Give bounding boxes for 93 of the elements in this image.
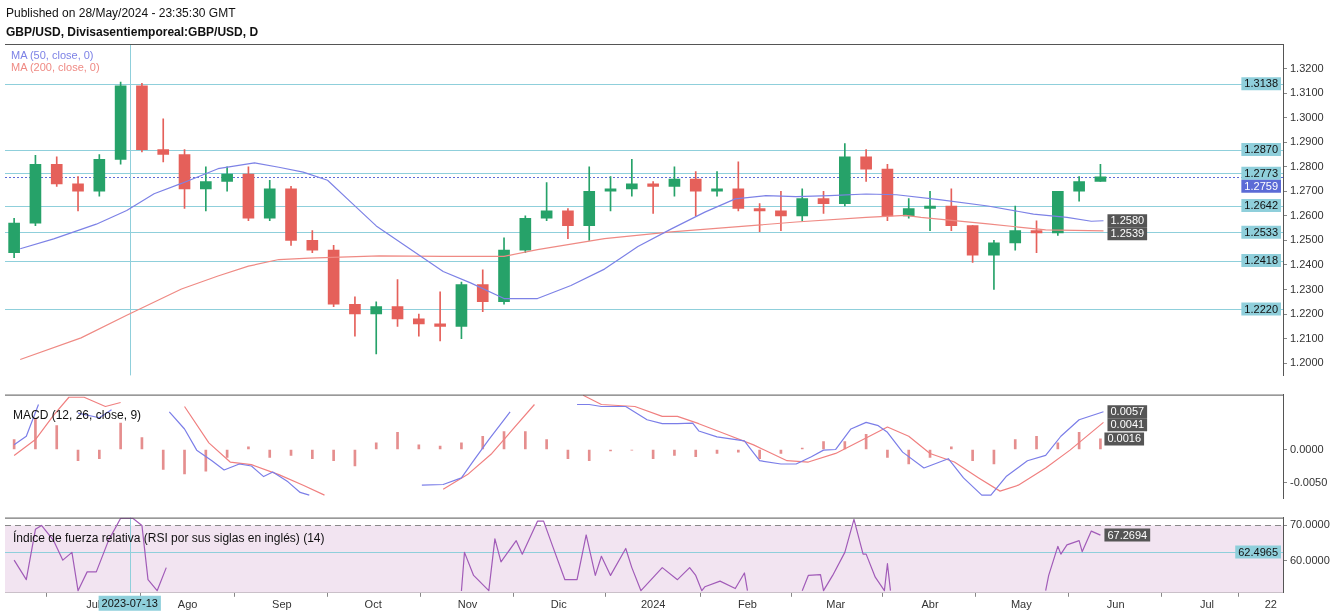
- bar: [332, 449, 335, 462]
- bar: [55, 425, 59, 450]
- y-tick-label: 0.0000: [1290, 442, 1324, 455]
- bar: [396, 431, 399, 450]
- bar: [1013, 439, 1017, 450]
- candlestick: [711, 171, 723, 197]
- y-tick-label: 1.2100: [1290, 331, 1324, 344]
- bar: [417, 444, 421, 450]
- x-tick-label: Jul: [1199, 598, 1214, 611]
- x-tick-label: Feb: [737, 598, 757, 611]
- y-tick-label: 1.3100: [1290, 86, 1324, 99]
- bar: [524, 431, 527, 450]
- y-tick-label: -0.0050: [1290, 475, 1328, 488]
- x-tick-label: Jun: [1106, 598, 1125, 611]
- text: MA (200, close, 0): [11, 61, 100, 74]
- bar: [481, 435, 485, 450]
- x-tick-label: 2024: [640, 598, 666, 611]
- text: MACD (12, 26, close, 9): [13, 407, 142, 422]
- candlestick: [370, 301, 383, 355]
- bar: [758, 449, 761, 460]
- candlestick: [434, 291, 446, 342]
- candlestick: [988, 240, 1000, 290]
- annotation: 67.2694: [1107, 528, 1148, 541]
- y-tick-label: 1.2500: [1290, 233, 1324, 246]
- bar: [587, 449, 591, 462]
- x-tick-label: 22: [1264, 598, 1277, 611]
- annotation: 1.2580: [1110, 214, 1145, 227]
- bar: [204, 449, 208, 472]
- text: MA (50, close, 0): [11, 49, 94, 62]
- y-tick-label: 60.0000: [1290, 553, 1330, 566]
- bar: [119, 422, 122, 450]
- y-tick-label: 1.2300: [1290, 282, 1324, 295]
- ref-line-label: 1.2642: [1244, 199, 1279, 212]
- bar: [98, 449, 101, 460]
- bar: [374, 442, 378, 450]
- ref-line-label: 1.2418: [1244, 254, 1279, 267]
- x-tick-label: Ago: [177, 598, 198, 611]
- y-tick-label: 1.2000: [1290, 356, 1324, 369]
- x-tick-label: Sep: [272, 598, 292, 611]
- bar: [1056, 442, 1060, 450]
- x-tick-label: Mar: [826, 598, 846, 611]
- y-tick-label: 1.2600: [1290, 208, 1324, 221]
- candlestick: [924, 190, 936, 231]
- bar: [460, 442, 463, 450]
- x-tick-label: Oct: [364, 598, 382, 611]
- bar: [843, 441, 847, 450]
- bar: [161, 449, 165, 470]
- bar: [545, 439, 548, 450]
- x-tick-label: Dic: [550, 598, 568, 611]
- bar: [268, 449, 272, 458]
- bar: [673, 449, 676, 456]
- ref-line-label: 2023-07-13: [101, 596, 158, 609]
- text: Índice de fuerza relativa (RSI por sus siglas en inglés) (14): [13, 529, 325, 545]
- candlestick: [647, 181, 659, 214]
- bar: [1035, 435, 1038, 450]
- y-tick-label: 1.3200: [1290, 61, 1324, 74]
- bar: [311, 449, 314, 460]
- annotation: 0.0041: [1110, 418, 1145, 431]
- candlestick: [157, 118, 170, 163]
- bar: [971, 449, 974, 462]
- x-tick-label: Abr: [921, 598, 939, 611]
- chart-subtitle: GBP/USD, Divisasentiemporeal:GBP/USD, D: [6, 25, 259, 40]
- annotation: 0.0057: [1110, 405, 1145, 418]
- y-tick-label: 1.2200: [1290, 307, 1324, 320]
- bar: [183, 449, 186, 475]
- ref-line-label: 1.2773: [1244, 166, 1279, 179]
- ref-line-label: 1.2870: [1244, 143, 1279, 156]
- bar: [886, 449, 889, 458]
- y-tick-label: 1.3000: [1290, 110, 1324, 123]
- y-tick-label: 1.2800: [1290, 159, 1324, 172]
- candlestick: [200, 166, 212, 212]
- ref-line-label: 1.2759: [1244, 179, 1279, 192]
- ref-line-label: 1.3138: [1244, 77, 1279, 90]
- y-tick-label: 1.2700: [1290, 184, 1324, 197]
- y-tick-label: 1.2900: [1290, 135, 1324, 148]
- x-tick-label: Nov: [457, 598, 478, 611]
- x-tick-label: May: [1010, 598, 1033, 611]
- ref-line-label: 1.2220: [1244, 302, 1279, 315]
- chart-title: Published on 28/May/2024 - 23:35:30 GMT: [6, 6, 237, 21]
- annotation: 0.0016: [1107, 432, 1142, 445]
- y-tick-label: 1.2400: [1290, 257, 1324, 270]
- candlestick: [626, 159, 638, 197]
- annotation: 1.2539: [1110, 227, 1145, 240]
- bar: [694, 449, 698, 458]
- candlestick: [775, 190, 787, 231]
- bar: [822, 441, 825, 450]
- bar: [1099, 438, 1102, 450]
- ref-line-label: 62.4965: [1238, 545, 1278, 558]
- candlestick: [72, 176, 84, 212]
- y-tick-label: 70.0000: [1290, 518, 1330, 531]
- ref-line-label: 1.2533: [1244, 225, 1279, 238]
- x-tick-label: Jul: [86, 598, 101, 611]
- bar: [34, 418, 37, 450]
